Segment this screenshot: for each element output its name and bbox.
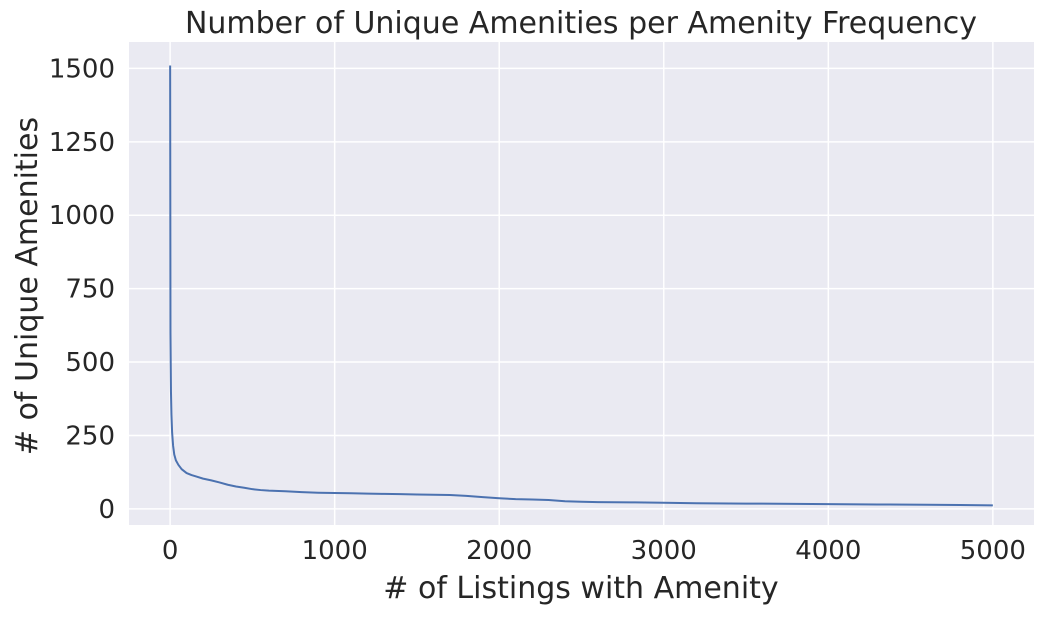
x-tick-label: 1000 xyxy=(302,536,368,566)
y-tick-label: 1000 xyxy=(49,201,115,231)
series-line-amenities xyxy=(169,65,993,507)
y-tick-label: 750 xyxy=(65,275,115,305)
x-tick-label: 5000 xyxy=(960,536,1026,566)
chart-title: Number of Unique Amenities per Amenity F… xyxy=(185,6,977,41)
x-tick-label: 0 xyxy=(162,536,179,566)
y-tick-label: 1250 xyxy=(49,128,115,158)
tick-labels: 0 1000 2000 3000 4000 5000 0 250 500 750 1000 1250 1… xyxy=(49,54,1026,566)
y-tick-label: 500 xyxy=(65,348,115,378)
grid xyxy=(129,42,1034,525)
plot-area xyxy=(129,42,1034,525)
y-tick-label: 0 xyxy=(98,495,115,525)
x-tick-label: 2000 xyxy=(466,536,532,566)
x-tick-label: 4000 xyxy=(795,536,861,566)
y-axis-label: # of Unique Amenities xyxy=(10,117,45,455)
x-axis-label: # of Listings with Amenity xyxy=(383,571,778,606)
series-layer xyxy=(169,65,993,507)
y-tick-label: 1500 xyxy=(49,54,115,84)
y-tick-label: 250 xyxy=(65,421,115,451)
x-tick-label: 3000 xyxy=(631,536,697,566)
